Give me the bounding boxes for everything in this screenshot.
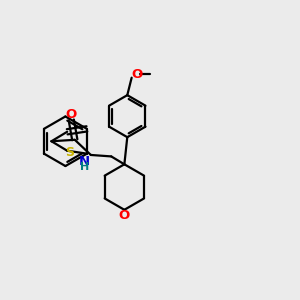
Text: S: S (65, 146, 74, 159)
Text: N: N (79, 155, 90, 168)
Text: O: O (119, 209, 130, 222)
Text: O: O (66, 108, 77, 121)
Text: O: O (131, 68, 142, 81)
Text: H: H (80, 162, 89, 172)
